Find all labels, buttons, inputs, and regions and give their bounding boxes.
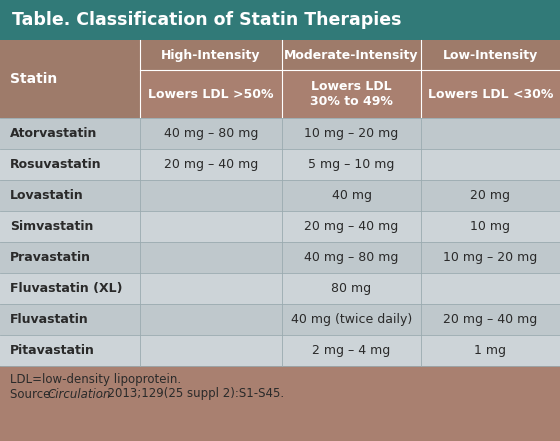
Bar (421, 149, 560, 180)
Bar (140, 242, 282, 273)
Text: 40 mg – 80 mg: 40 mg – 80 mg (304, 251, 399, 264)
Text: Lowers LDL <30%: Lowers LDL <30% (428, 87, 553, 101)
Bar (421, 242, 560, 273)
Text: 10 mg – 20 mg: 10 mg – 20 mg (305, 127, 399, 140)
Bar (282, 118, 421, 149)
Text: Lovastatin: Lovastatin (10, 189, 84, 202)
Bar (421, 40, 560, 70)
Text: High-Intensity: High-Intensity (161, 49, 261, 61)
Bar (0, 366, 560, 441)
Text: 40 mg: 40 mg (332, 189, 371, 202)
Bar (140, 70, 282, 118)
Text: Fluvastatin: Fluvastatin (10, 313, 88, 326)
Bar (140, 40, 282, 70)
Text: Pravastatin: Pravastatin (10, 251, 91, 264)
Bar (0, 242, 140, 273)
Text: 20 mg – 40 mg: 20 mg – 40 mg (305, 220, 399, 233)
Bar (140, 180, 282, 211)
Text: 2 mg – 4 mg: 2 mg – 4 mg (312, 344, 391, 357)
Text: 40 mg (twice daily): 40 mg (twice daily) (291, 313, 412, 326)
Bar (421, 211, 560, 242)
Text: 20 mg – 40 mg: 20 mg – 40 mg (164, 158, 258, 171)
Bar (0, 118, 140, 149)
Text: Statin: Statin (10, 72, 57, 86)
Bar (0, 40, 140, 118)
Bar (421, 304, 560, 335)
Bar (421, 180, 560, 211)
Bar (282, 180, 421, 211)
Text: LDL=low-density lipoprotein.: LDL=low-density lipoprotein. (10, 373, 181, 385)
Bar (282, 304, 421, 335)
Bar (421, 273, 560, 304)
Bar (421, 118, 560, 149)
Text: 10 mg: 10 mg (470, 220, 511, 233)
Bar (0, 149, 140, 180)
Bar (0, 273, 140, 304)
Bar (140, 335, 282, 366)
Text: 5 mg – 10 mg: 5 mg – 10 mg (309, 158, 395, 171)
Bar (140, 211, 282, 242)
Text: Pitavastatin: Pitavastatin (10, 344, 95, 357)
Bar (282, 335, 421, 366)
Text: 80 mg: 80 mg (332, 282, 372, 295)
Text: 10 mg – 20 mg: 10 mg – 20 mg (444, 251, 538, 264)
Text: Simvastatin: Simvastatin (10, 220, 94, 233)
Text: 20 mg – 40 mg: 20 mg – 40 mg (444, 313, 538, 326)
Text: 1 mg: 1 mg (474, 344, 506, 357)
Text: 20 mg: 20 mg (470, 189, 511, 202)
Bar (421, 335, 560, 366)
Text: Rosuvastatin: Rosuvastatin (10, 158, 101, 171)
Bar (0, 335, 140, 366)
Bar (282, 40, 421, 70)
Bar (140, 118, 282, 149)
Bar (140, 149, 282, 180)
Text: Atorvastatin: Atorvastatin (10, 127, 97, 140)
Bar (0, 211, 140, 242)
Bar (282, 242, 421, 273)
Bar (0, 0, 560, 40)
Text: Lowers LDL
30% to 49%: Lowers LDL 30% to 49% (310, 80, 393, 108)
Bar (0, 304, 140, 335)
Text: Circulation: Circulation (47, 388, 110, 400)
Text: Low-Intensity: Low-Intensity (443, 49, 538, 61)
Bar (282, 273, 421, 304)
Bar (282, 70, 421, 118)
Bar (282, 211, 421, 242)
Text: Source:: Source: (10, 388, 58, 400)
Bar (140, 304, 282, 335)
Bar (421, 70, 560, 118)
Text: Fluvastatin (XL): Fluvastatin (XL) (10, 282, 123, 295)
Bar (0, 180, 140, 211)
Text: 40 mg – 80 mg: 40 mg – 80 mg (164, 127, 258, 140)
Bar (282, 149, 421, 180)
Text: . 2013;129(25 suppl 2):S1-S45.: . 2013;129(25 suppl 2):S1-S45. (100, 388, 284, 400)
Bar (140, 273, 282, 304)
Text: Moderate-Intensity: Moderate-Intensity (284, 49, 419, 61)
Text: Lowers LDL >50%: Lowers LDL >50% (148, 87, 274, 101)
Text: Table. Classification of Statin Therapies: Table. Classification of Statin Therapie… (12, 11, 402, 29)
